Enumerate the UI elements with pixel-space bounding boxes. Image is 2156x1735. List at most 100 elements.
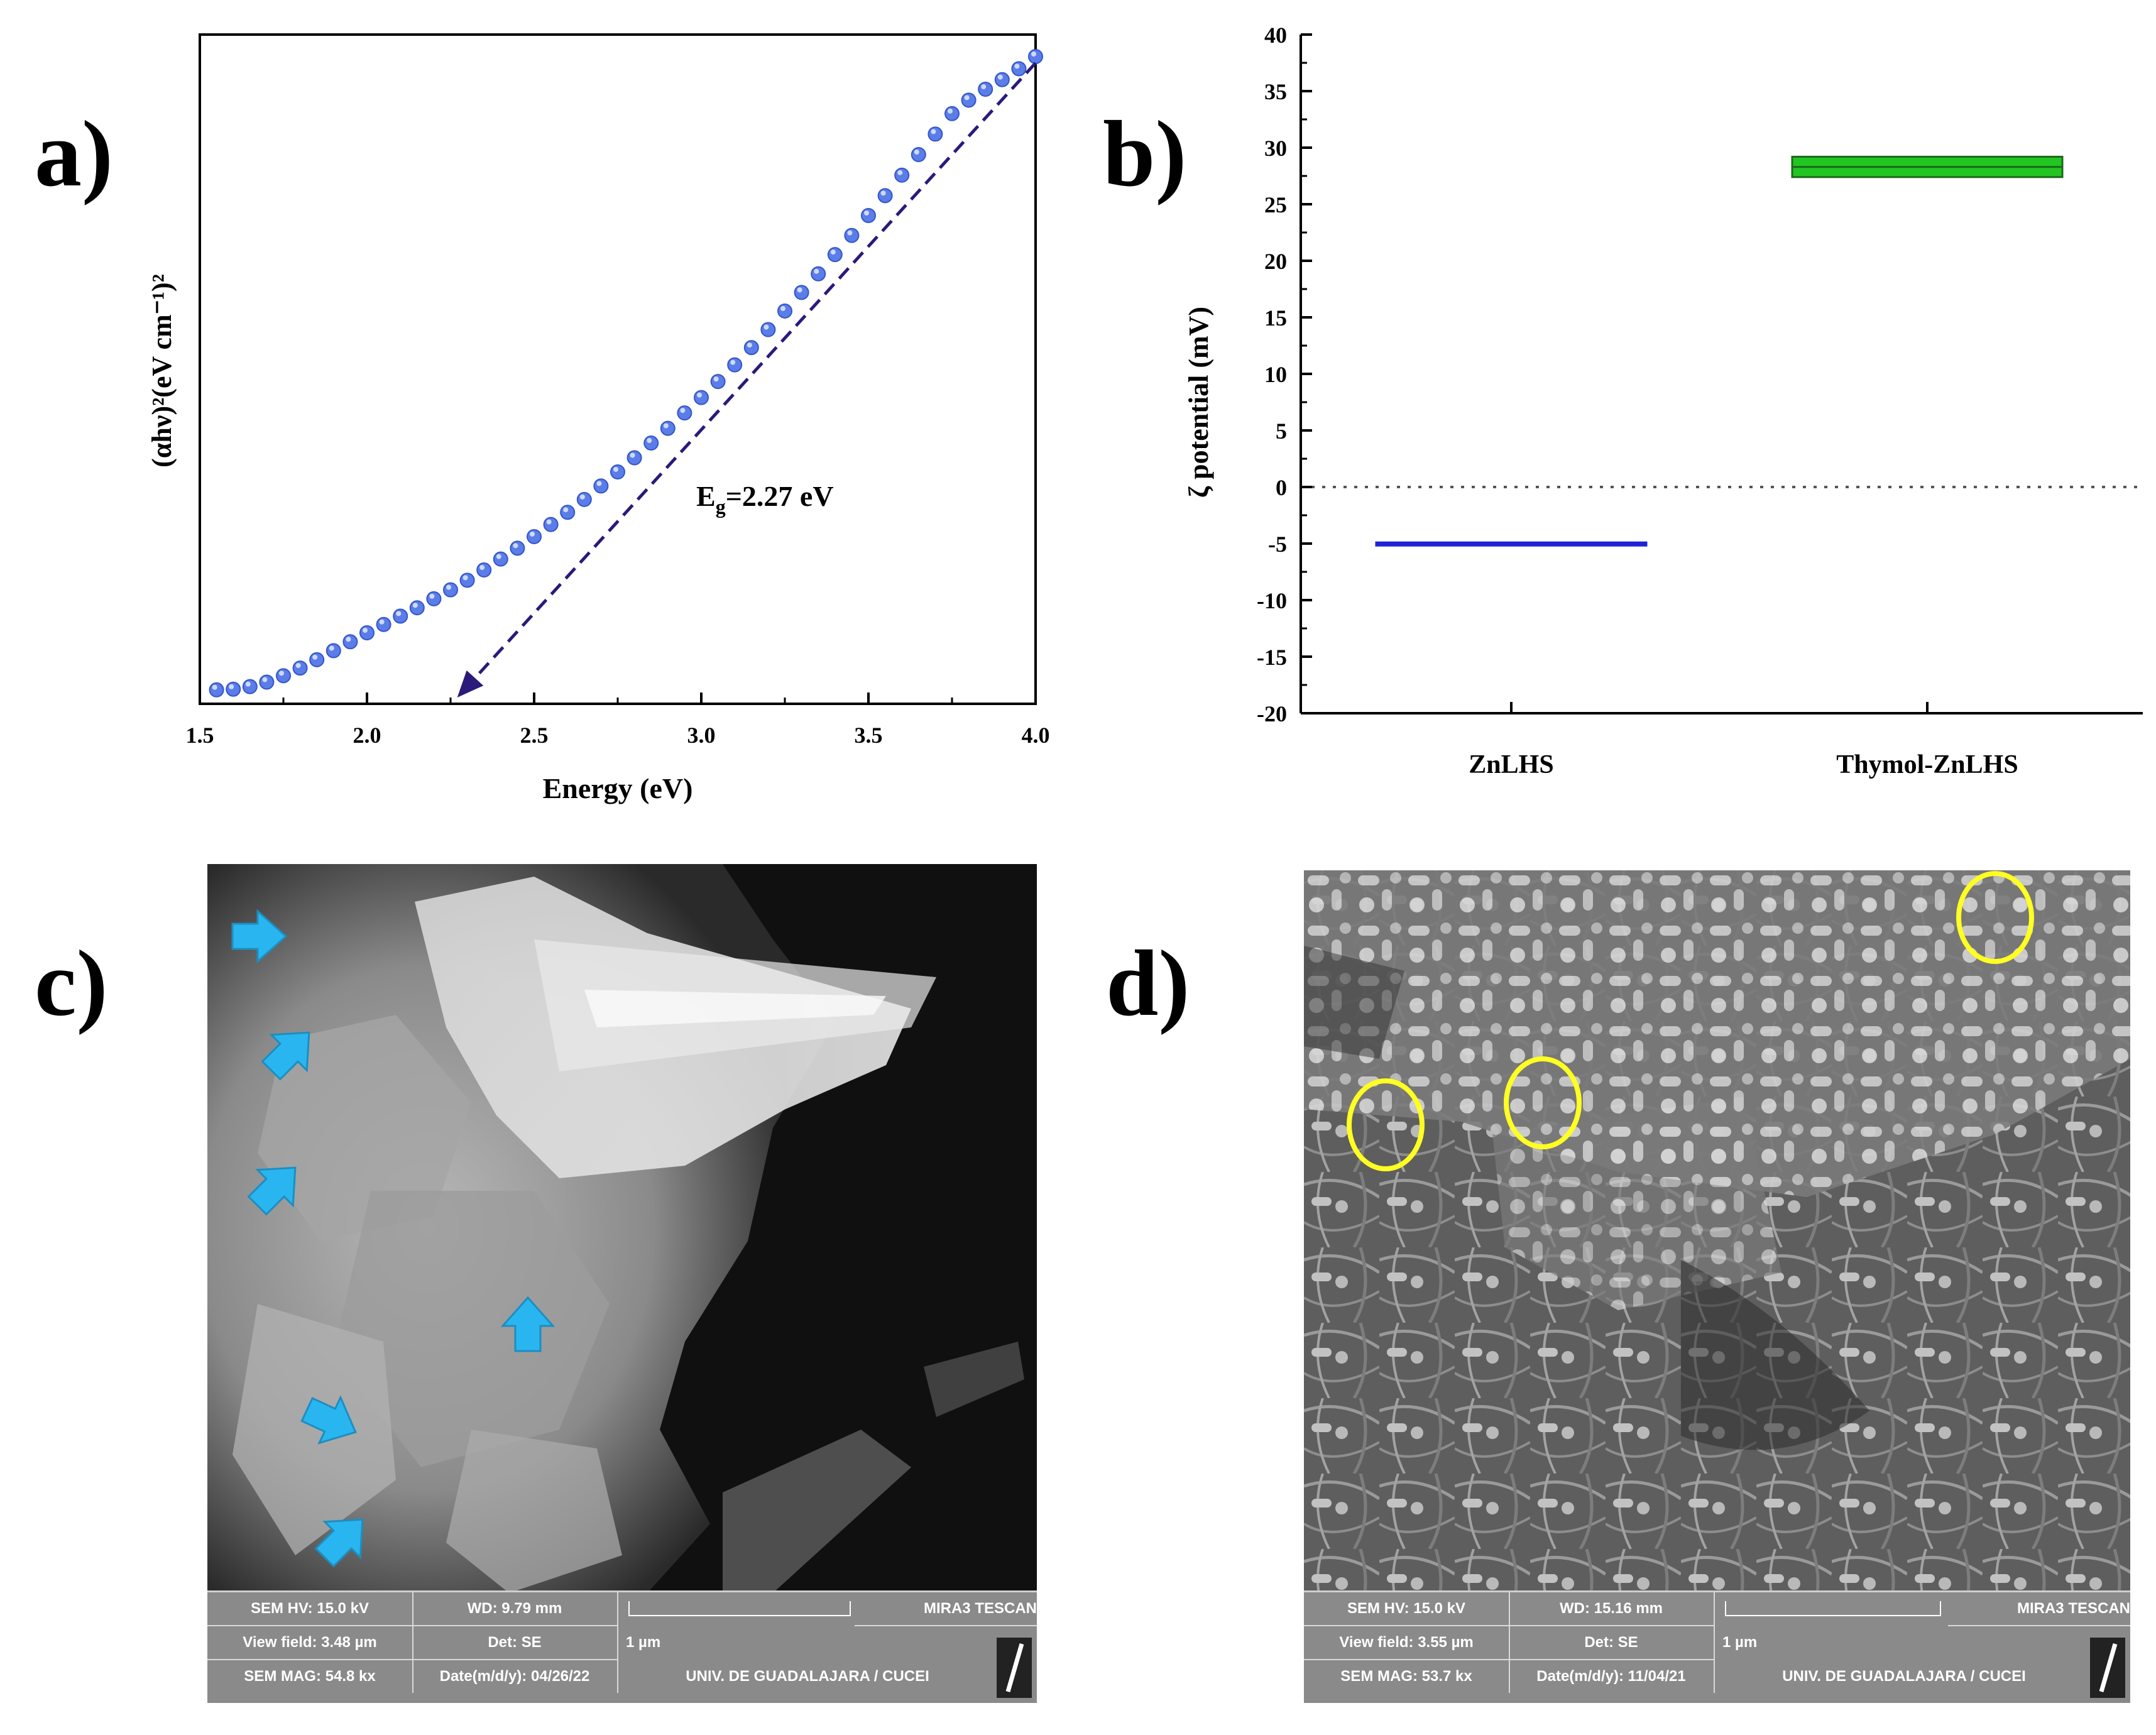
data-point [476, 562, 492, 578]
data-point [643, 435, 659, 451]
sem-date: Date(m/d/y): 11/04/21 [1509, 1660, 1715, 1693]
sem-info-bar: SEM HV: 15.0 kV WD: 15.16 mm MIRA3 TESCA… [1304, 1590, 2130, 1703]
linear-fit-line [469, 62, 1037, 685]
data-point-highlight [596, 481, 602, 486]
data-point-highlight [229, 684, 234, 689]
data-point [493, 551, 508, 567]
data-point [978, 82, 993, 97]
data-point [576, 491, 592, 507]
data-point-highlight [964, 95, 970, 101]
y-tick-label: -10 [1257, 588, 1287, 613]
data-point [342, 634, 358, 650]
data-point [443, 582, 458, 598]
data-point-highlight [948, 108, 953, 114]
data-point [827, 247, 843, 263]
data-point [426, 591, 442, 606]
tauc-plot-chart: 1.5 2.0 2.5 3.0 3.5 4.0 Eg=2.27 eV Energy (eV… [146, 33, 1050, 804]
data-point-highlight [830, 249, 836, 255]
data-point-highlight [814, 268, 819, 274]
data-point [593, 478, 609, 494]
data-point [610, 464, 625, 479]
arrow-marker-2 [261, 1031, 310, 1081]
data-point-highlight [496, 554, 501, 559]
data-point-highlight [379, 619, 385, 625]
x-tick-label: 4.0 [1022, 723, 1050, 748]
highlight-circle-3 [1504, 1056, 1582, 1149]
sem-brand: MIRA3 TESCAN [1948, 1592, 2130, 1626]
y-axis-label: ζ potential (mV) [1183, 307, 1214, 498]
y-tick-label: 40 [1264, 23, 1287, 48]
arrow-marker-3 [247, 1166, 297, 1216]
data-point-highlight [997, 74, 1003, 80]
x-tick-label: 3.0 [687, 723, 716, 748]
y-tick-label: 0 [1276, 475, 1287, 500]
sem-detector: Det: SE [1509, 1626, 1715, 1660]
tescan-logo [997, 1638, 1032, 1698]
data-point [527, 528, 542, 544]
data-point [861, 207, 876, 223]
sem-hv: SEM HV: 15.0 kV [207, 1592, 413, 1626]
data-point [760, 322, 776, 337]
data-point-highlight [680, 408, 686, 413]
data-point-highlight [363, 627, 368, 633]
arrow-marker-1 [231, 909, 288, 964]
data-point-highlight [713, 376, 719, 382]
data-point [510, 540, 525, 556]
fit-arrowhead [457, 670, 484, 698]
scale-bar [628, 1601, 851, 1616]
tescan-logo [2090, 1638, 2125, 1698]
data-point-highlight [262, 677, 268, 682]
data-point-highlight [1031, 52, 1036, 57]
data-point-highlight [396, 611, 402, 616]
highlight-circle-1 [1956, 871, 2034, 964]
zeta-potential-chart: -20 -15 -10 -5 0 5 10 15 20 25 30 35 40 ZnLHS Thymol-… [1183, 23, 2143, 779]
sem-image-d: SEM HV: 15.0 kV WD: 15.16 mm MIRA3 TESCA… [1304, 870, 2130, 1703]
y-tick-label: 25 [1264, 192, 1287, 217]
sem-magnification: SEM MAG: 54.8 kx [207, 1660, 413, 1693]
y-tick-label: 5 [1276, 419, 1287, 444]
data-point [794, 285, 809, 300]
data-point [677, 405, 692, 421]
scale-bar [1725, 1601, 1941, 1616]
data-point [209, 682, 224, 698]
scale-bar-label: 1 µm [626, 1634, 661, 1651]
data-point-highlight [546, 519, 552, 525]
data-point-highlight [981, 84, 987, 90]
sem-micrograph-d [1304, 870, 2130, 1593]
data-point-highlight [847, 230, 853, 236]
data-point-highlight [763, 324, 769, 330]
x-tick-label: 2.5 [520, 723, 549, 748]
data-point-highlight [1014, 63, 1020, 69]
data-point-highlight [579, 494, 585, 500]
data-point-highlight [412, 603, 418, 608]
x-category-label: Thymol-ZnLHS [1836, 750, 2018, 779]
data-point-highlight [479, 565, 485, 571]
sem-view-field: View field: 3.55 µm [1304, 1626, 1510, 1660]
data-point-highlight [462, 575, 468, 581]
panel-label-b: b) [1103, 102, 1187, 206]
panel-label-c: c) [35, 931, 108, 1036]
data-point-highlight [864, 210, 869, 216]
data-point-highlight [697, 392, 702, 398]
sem-micrograph-c [207, 864, 1037, 1593]
sem-wd: WD: 15.16 mm [1509, 1592, 1715, 1626]
data-point-highlight [663, 423, 669, 429]
y-tick-label: 20 [1264, 249, 1287, 274]
y-tick-label: 15 [1264, 305, 1287, 331]
panel-label-a: a) [35, 102, 113, 206]
data-point-highlight [329, 645, 334, 651]
data-point-highlight [245, 681, 251, 687]
data-point-highlight [931, 129, 936, 134]
x-tick-label: 2.0 [353, 723, 381, 748]
data-point-highlight [513, 543, 518, 549]
sem-wd: WD: 9.79 mm [412, 1592, 618, 1626]
data-point-highlight [279, 670, 284, 676]
plot-frame [199, 33, 1037, 705]
sem-institution: UNIV. DE GUADALAJARA / CUCEI [686, 1668, 929, 1685]
data-point [543, 517, 559, 532]
data-point [877, 188, 893, 204]
y-tick-label: 30 [1264, 136, 1287, 161]
y-tick-label: -15 [1257, 645, 1287, 670]
data-point [894, 167, 910, 183]
band-gap-annotation: Eg=2.27 eV [696, 480, 834, 518]
